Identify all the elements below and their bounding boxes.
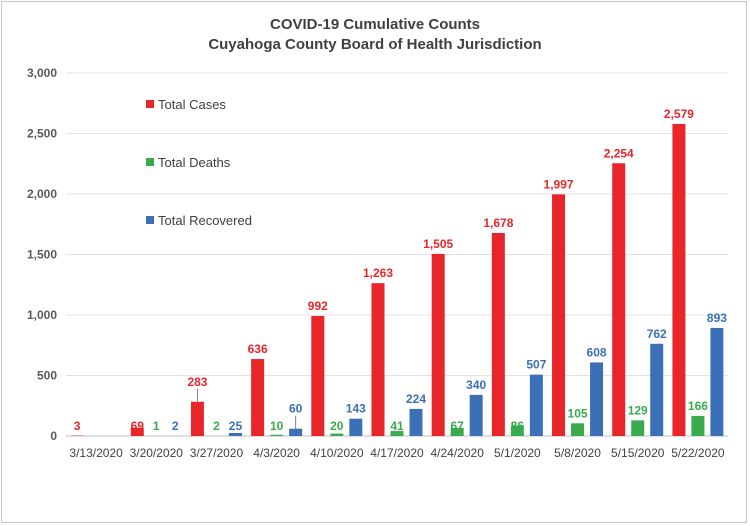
- data-label: 143: [346, 402, 366, 416]
- x-tick-label: 5/22/2020: [671, 446, 725, 460]
- bar-total-cases: [371, 283, 385, 436]
- y-tick-label: 1,000: [27, 308, 57, 322]
- y-tick-label: 2,000: [27, 187, 57, 201]
- y-tick-label: 3,000: [27, 66, 57, 80]
- data-label: 3: [74, 419, 81, 433]
- bar-total-deaths: [571, 423, 585, 436]
- y-tick-label: 0: [50, 429, 57, 443]
- x-tick-label: 5/8/2020: [554, 446, 601, 460]
- data-label: 20: [330, 419, 344, 433]
- x-tick-label: 4/3/2020: [253, 446, 300, 460]
- data-label: 2,254: [604, 146, 634, 160]
- bar-total-recovered: [228, 432, 242, 436]
- bar-total-cases: [672, 123, 686, 436]
- bar-total-deaths: [691, 415, 705, 436]
- data-label: 67: [451, 419, 465, 433]
- bar-total-recovered: [409, 408, 423, 436]
- y-tick-label: 500: [37, 369, 57, 383]
- gridlines: [66, 72, 728, 437]
- legend-swatch: [146, 216, 154, 224]
- x-tick-label: 5/1/2020: [494, 446, 541, 460]
- x-tick-label: 4/17/2020: [370, 446, 424, 460]
- bar-total-cases: [130, 427, 144, 436]
- chart-title: COVID-19 Cumulative Counts: [270, 16, 480, 33]
- bar-total-cases: [190, 401, 204, 436]
- bar-total-cases: [311, 315, 325, 436]
- data-label: 283: [187, 375, 207, 389]
- x-tick-label: 4/10/2020: [310, 446, 364, 460]
- data-label: 636: [248, 342, 268, 356]
- data-label: 893: [707, 311, 727, 325]
- data-label: 86: [511, 419, 525, 433]
- chart-subtitle: Cuyahoga County Board of Health Jurisdic…: [208, 36, 541, 53]
- bars: [70, 123, 724, 437]
- bar-total-deaths: [510, 425, 524, 436]
- data-label: 166: [688, 399, 708, 413]
- legend: Total Cases Total Deaths Total Recovered: [146, 97, 252, 228]
- bar-total-recovered: [529, 374, 543, 436]
- bar-total-recovered: [650, 343, 664, 436]
- data-label: 992: [308, 299, 328, 313]
- data-label: 60: [289, 402, 303, 416]
- y-tick-label: 1,500: [27, 248, 57, 262]
- y-tick-label: 2,500: [27, 127, 57, 141]
- legend-swatch: [146, 158, 154, 166]
- bar-total-cases: [431, 253, 445, 436]
- data-label: 1: [153, 419, 160, 433]
- data-label: 2: [172, 419, 179, 433]
- bar-total-cases: [251, 359, 265, 436]
- x-tick-label: 3/20/2020: [130, 446, 184, 460]
- bar-total-recovered: [710, 327, 724, 436]
- bar-total-deaths: [390, 431, 404, 436]
- data-label: 340: [466, 378, 486, 392]
- legend-label: Total Cases: [158, 97, 226, 112]
- data-label: 1,263: [363, 266, 393, 280]
- bar-total-deaths: [631, 420, 645, 436]
- data-label: 129: [628, 403, 648, 417]
- y-axis: 0 500 1,000 1,500 2,000 2,500 3,000: [27, 66, 57, 443]
- x-tick-label: 4/24/2020: [430, 446, 484, 460]
- x-tick-label: 3/27/2020: [190, 446, 244, 460]
- bar-total-cases: [552, 194, 566, 436]
- data-label: 105: [568, 406, 588, 420]
- legend-label: Total Deaths: [158, 155, 231, 170]
- bar-total-recovered: [349, 418, 363, 436]
- bar-total-recovered: [469, 394, 483, 436]
- data-label: 69: [131, 419, 145, 433]
- data-label: 25: [229, 419, 243, 433]
- x-tick-label: 3/13/2020: [69, 446, 123, 460]
- bar-total-recovered: [590, 362, 604, 436]
- bar-total-deaths: [330, 433, 344, 436]
- data-label: 1,505: [423, 237, 453, 251]
- data-label: 1,678: [483, 216, 513, 230]
- bar-total-recovered: [289, 428, 303, 436]
- legend-swatch: [146, 100, 154, 108]
- bar-total-cases: [612, 163, 626, 437]
- data-label: 2: [213, 419, 220, 433]
- data-label: 762: [647, 327, 667, 341]
- data-label: 507: [526, 358, 546, 372]
- bar-total-deaths: [270, 434, 284, 436]
- x-tick-label: 5/15/2020: [611, 446, 665, 460]
- data-label: 41: [390, 419, 404, 433]
- data-label: 224: [406, 392, 426, 406]
- legend-label: Total Recovered: [158, 213, 252, 228]
- data-label: 608: [587, 345, 607, 359]
- data-label: 10: [270, 419, 284, 433]
- data-label: 1,997: [544, 177, 574, 191]
- bar-total-cases: [491, 232, 505, 436]
- data-label: 2,579: [664, 107, 694, 121]
- bar-total-deaths: [450, 427, 464, 436]
- x-axis: 3/13/2020 3/20/2020 3/27/2020 4/3/2020 4/10/…: [69, 446, 725, 460]
